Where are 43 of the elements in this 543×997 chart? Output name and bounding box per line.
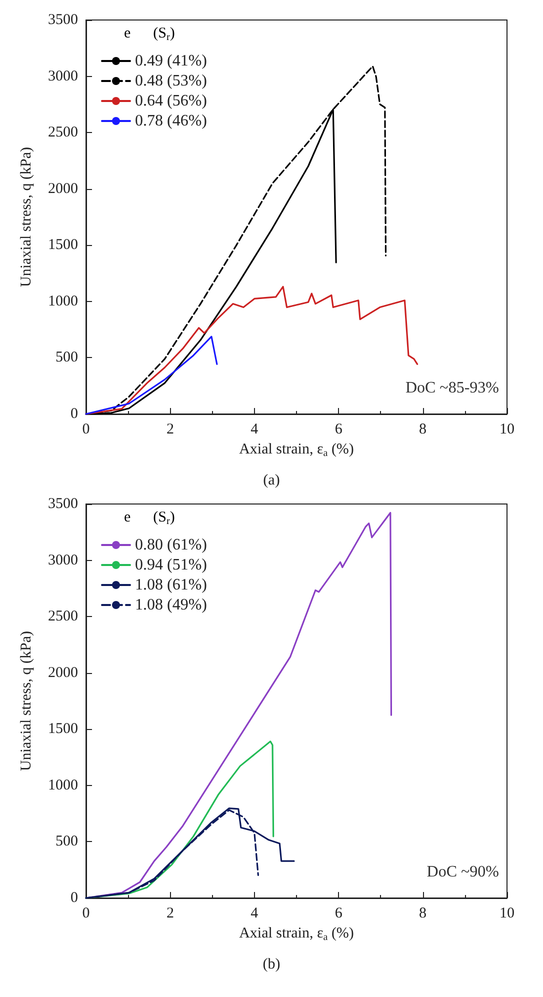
annotation: DoC ~90%: [426, 864, 500, 880]
x-tick-label: 2: [166, 422, 174, 438]
legend-label: 0.94 (51%): [135, 556, 207, 574]
line-series: [85, 336, 218, 415]
y-tick-label: 1500: [48, 721, 78, 738]
x-tick-label: 2: [166, 906, 174, 922]
y-tick-label: 500: [56, 834, 78, 850]
x-tick-label: 4: [250, 906, 259, 922]
y-tick-label: 1500: [48, 237, 78, 254]
x-tick-label: 0: [82, 422, 90, 438]
x-tick-label: 10: [500, 422, 514, 438]
x-tick-label: 8: [419, 422, 427, 438]
annotation: DoC ~85-93%: [405, 380, 500, 396]
y-tick-label: 3000: [48, 552, 78, 568]
y-tick-label: 3500: [48, 496, 78, 512]
x-tick-label: 6: [334, 422, 343, 438]
y-tick-label: 0: [70, 890, 78, 906]
text: (a): [263, 472, 280, 488]
legend-label: 1.08 (61%): [135, 576, 207, 594]
legend-label: 0.49 (41%): [135, 52, 207, 70]
y-tick-label: 2500: [48, 124, 78, 141]
legend-label: 0.80 (61%): [135, 536, 207, 554]
y-tick-label: 1000: [48, 777, 78, 794]
legend-label: 1.08 (49%): [135, 596, 207, 614]
legend-label: 0.78 (46%): [135, 112, 207, 130]
x-tick-label: 4: [250, 422, 259, 438]
text: (b): [262, 956, 280, 972]
y-tick-label: 3000: [48, 68, 78, 84]
legend-label: 0.48 (53%): [135, 72, 207, 90]
x-tick-label: 10: [500, 906, 514, 922]
x-tick-label: 6: [334, 906, 343, 922]
y-tick-label: 0: [70, 406, 78, 422]
y-tick-label: 1000: [48, 293, 78, 310]
y-tick-label: 2000: [48, 664, 78, 681]
x-tick-label: 0: [82, 906, 90, 922]
y-axis-title: Uniaxial stress, q (kPa): [18, 147, 34, 287]
y-tick-label: 2500: [48, 608, 78, 625]
y-tick-label: 500: [56, 350, 78, 366]
y-tick-label: 3500: [48, 12, 78, 28]
y-axis-title: Uniaxial stress, q (kPa): [18, 631, 34, 771]
x-tick-label: 8: [419, 906, 427, 922]
legend-label: 0.64 (56%): [135, 92, 207, 110]
y-tick-label: 2000: [48, 180, 78, 197]
